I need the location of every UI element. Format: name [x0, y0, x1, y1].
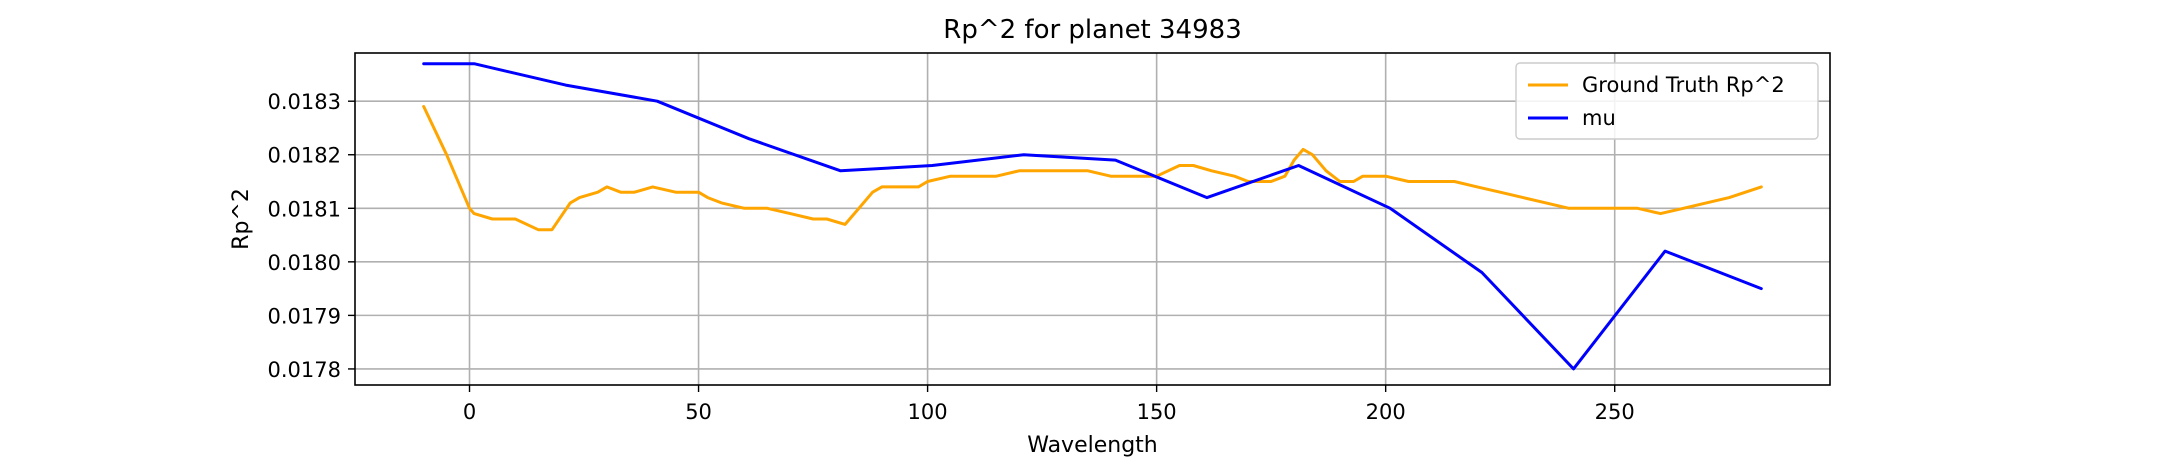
x-tick-label: 50 [685, 400, 712, 424]
series-line-mu [422, 62, 1763, 371]
legend-label-ground-truth-rp-2: Ground Truth Rp^2 [1582, 73, 1785, 97]
plot-frame [354, 52, 1831, 386]
tick-layer: 0 50 100 150 200 250 0.0178 0.0179 0.0180 0.0181 0… [268, 90, 1635, 424]
legend: Ground Truth Rp^2 mu [1515, 62, 1819, 140]
x-axis-label: Wavelength [1027, 433, 1158, 458]
x-tick-label: 200 [1366, 400, 1406, 424]
x-tick-label: 100 [908, 400, 948, 424]
y-tick-label: 0.0182 [268, 144, 341, 168]
x-tick-label: 150 [1137, 400, 1177, 424]
x-tick-label: 0 [463, 400, 476, 424]
y-tick-label: 0.0181 [268, 197, 341, 221]
series-layer [422, 62, 1763, 371]
y-tick-label: 0.0178 [268, 358, 341, 382]
legend-label-mu: mu [1582, 106, 1616, 130]
y-axis-label: Rp^2 [229, 188, 254, 250]
x-tick-label: 250 [1595, 400, 1635, 424]
y-tick-label: 0.0179 [268, 304, 341, 328]
y-tick-label: 0.0180 [268, 251, 341, 275]
legend-box [1515, 62, 1819, 140]
chart-title: Rp^2 for planet 34983 [943, 15, 1241, 45]
series-line-ground-truth-rp-2 [422, 105, 1763, 232]
y-tick-label: 0.0183 [268, 90, 341, 114]
